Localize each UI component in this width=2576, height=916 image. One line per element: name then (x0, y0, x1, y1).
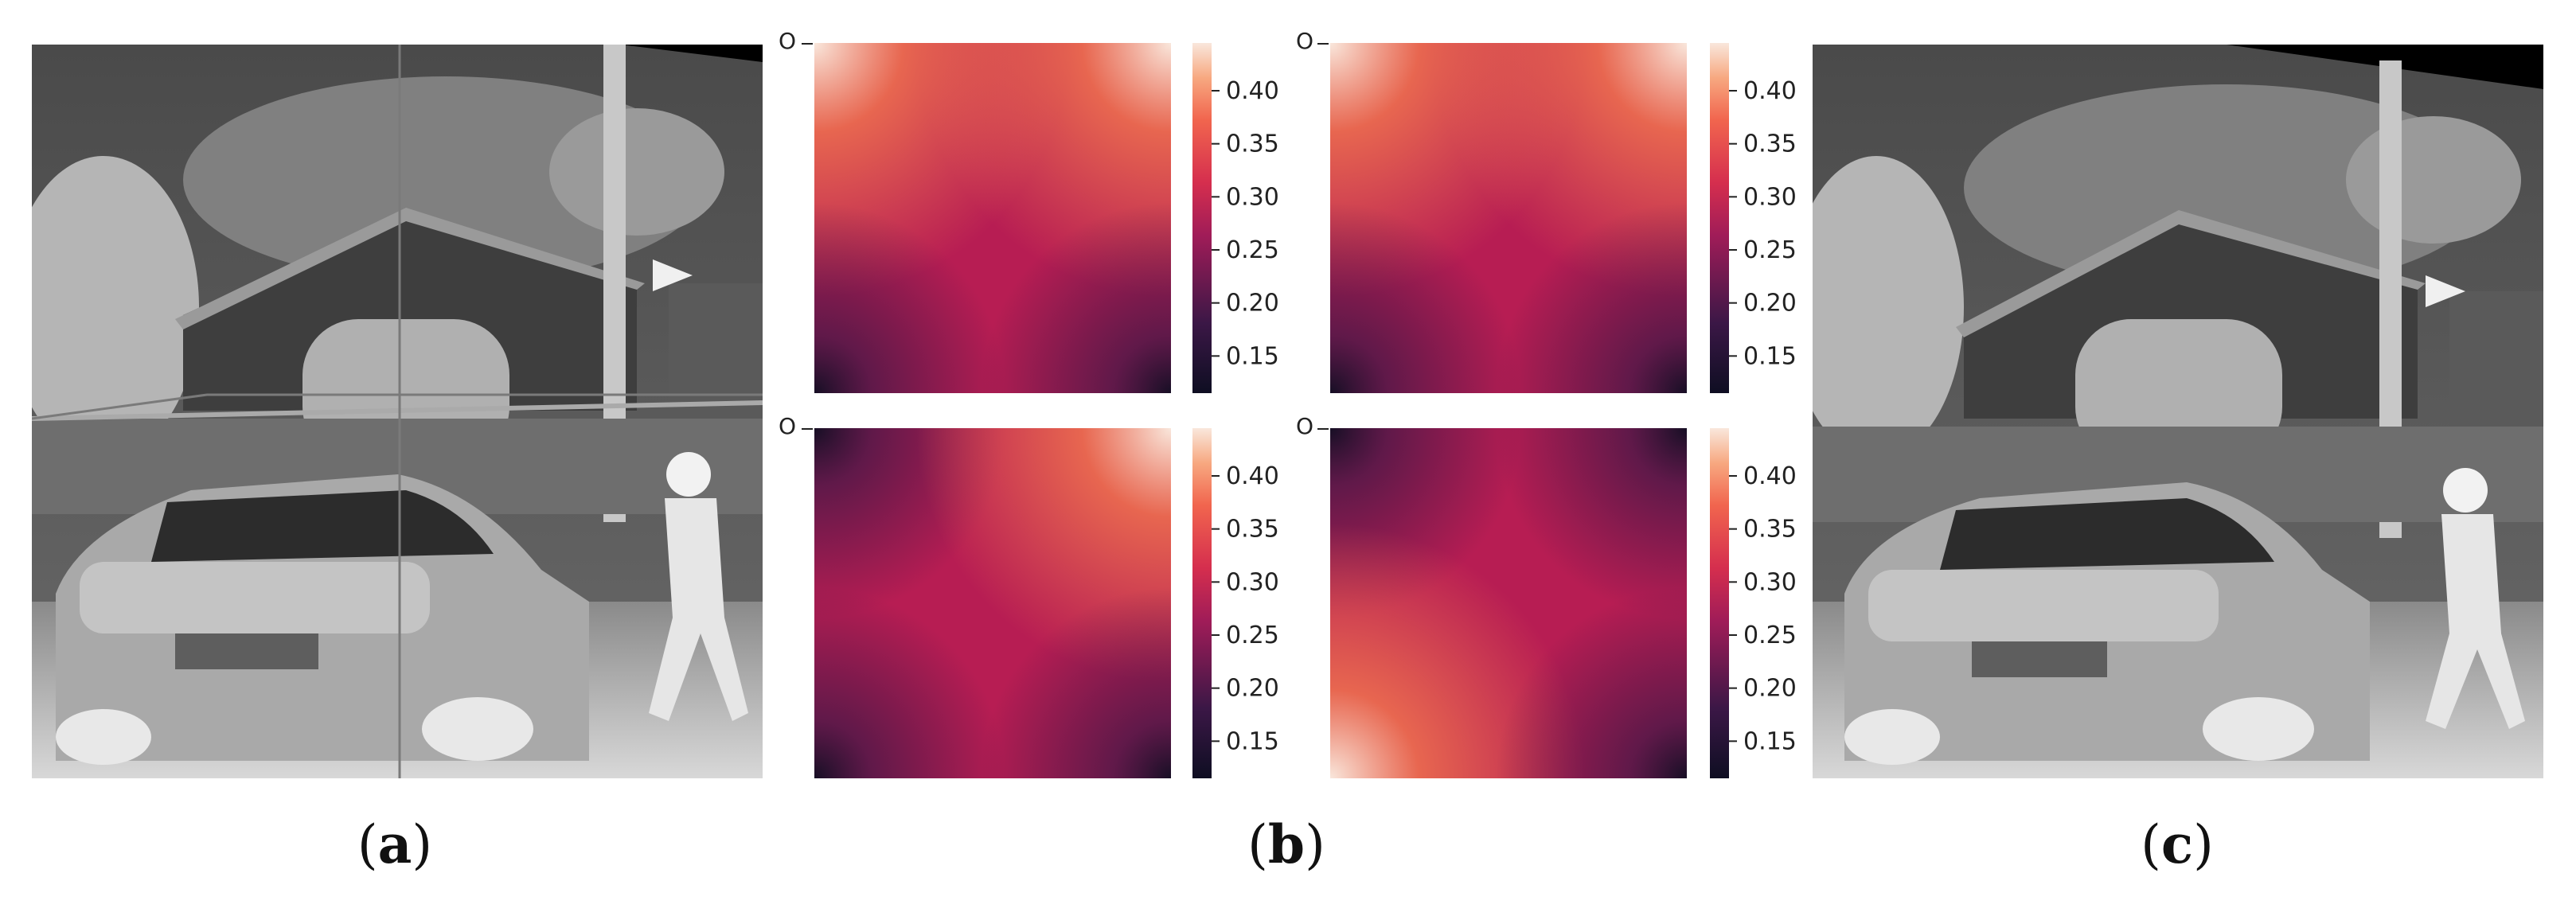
colorbar-svg: 0.15 0.20 0.25 0.30 0.35 0.40 (1710, 43, 1797, 393)
colorbar-bottom-right: 0.15 0.20 0.25 0.30 0.35 0.40 (1710, 428, 1837, 778)
heatmap-svg-top-right (1330, 43, 1687, 393)
colorbar-tick-label: 0.25 (1743, 236, 1797, 264)
colorbar-tick-label: 0.35 (1743, 516, 1797, 544)
colorbar-tick-label: 0.15 (1743, 727, 1797, 755)
colorbar-tick-label: 0.20 (1743, 290, 1797, 318)
colorbar-svg: 0.15 0.20 0.25 0.30 0.35 0.40 (1710, 428, 1797, 778)
colorbar-tick-label: 0.40 (1743, 77, 1797, 105)
thermal-scene-c (1813, 45, 2543, 778)
colorbar-gradient (1710, 43, 1729, 393)
colorbar-tick-label: 0.20 (1226, 290, 1279, 318)
caption-b: (b) (1247, 813, 1325, 875)
colorbar-bottom-left: 0.15 0.20 0.25 0.30 0.35 0.40 (1192, 428, 1320, 778)
colorbar-top-left: 0.15 0.20 0.25 0.30 0.35 0.40 (1192, 43, 1320, 393)
panel-c-thermal-image (1813, 45, 2543, 778)
heatmap-corner-bottom-right (1330, 428, 1687, 778)
colorbar-tick-label: 0.30 (1743, 183, 1797, 211)
colorbar-tick-label: 0.30 (1226, 183, 1279, 211)
colorbar-tick-label: 0.15 (1743, 342, 1797, 370)
colorbar-gradient (1192, 428, 1212, 778)
heatmap-svg-bottom-left (814, 428, 1171, 778)
origin-tick-bottom-right (1317, 428, 1329, 430)
caption-a: (a) (357, 813, 433, 875)
heatmap-top-right (1330, 43, 1687, 393)
colorbar-tick-label: 0.25 (1226, 622, 1279, 649)
colorbar-tick-label: 0.30 (1743, 568, 1797, 596)
colorbar-tick-label: 0.15 (1226, 727, 1279, 755)
colorbar-svg: 0.15 0.20 0.25 0.30 0.35 0.40 (1192, 43, 1279, 393)
thermal-scene-a (32, 45, 763, 778)
heatmap-bottom-left (814, 428, 1171, 778)
heatmap-svg-top-left (814, 43, 1171, 393)
colorbar-tick-label: 0.35 (1226, 516, 1279, 544)
panel-a-thermal-image (32, 45, 763, 778)
colorbar-top-right: 0.15 0.20 0.25 0.30 0.35 0.40 (1710, 43, 1837, 393)
heatmap-svg-bottom-right (1330, 428, 1687, 778)
origin-tick-top-left (802, 43, 813, 45)
origin-label-bottom-right: O (1296, 413, 1314, 439)
colorbar-tick-label: 0.30 (1226, 568, 1279, 596)
origin-label-top-right: O (1296, 28, 1314, 54)
origin-tick-top-right (1317, 43, 1329, 45)
colorbar-tick-label: 0.15 (1226, 342, 1279, 370)
colorbar-tick-label: 0.20 (1743, 675, 1797, 703)
colorbar-gradient (1192, 43, 1212, 393)
colorbar-tick-label: 0.35 (1743, 131, 1797, 158)
colorbar-tick-label: 0.25 (1226, 236, 1279, 264)
colorbar-svg: 0.15 0.20 0.25 0.30 0.35 0.40 (1192, 428, 1279, 778)
colorbar-tick-label: 0.20 (1226, 675, 1279, 703)
heatmap-corner-bottom-right (814, 43, 1171, 393)
heatmap-corner-bottom-right (1330, 43, 1687, 393)
heatmap-top-left (814, 43, 1171, 393)
colorbar-gradient (1710, 428, 1729, 778)
colorbar-tick-label: 0.40 (1226, 462, 1279, 490)
origin-label-bottom-left: O (779, 413, 797, 439)
colorbar-tick-label: 0.25 (1743, 622, 1797, 649)
heatmap-corner-bottom-right (814, 428, 1171, 778)
colorbar-tick-label: 0.40 (1743, 462, 1797, 490)
colorbar-tick-label: 0.35 (1226, 131, 1279, 158)
colorbar-tick-label: 0.40 (1226, 77, 1279, 105)
origin-label-top-left: O (779, 28, 797, 54)
caption-c: (c) (2141, 813, 2214, 875)
origin-tick-bottom-left (802, 428, 813, 430)
heatmap-bottom-right (1330, 428, 1687, 778)
